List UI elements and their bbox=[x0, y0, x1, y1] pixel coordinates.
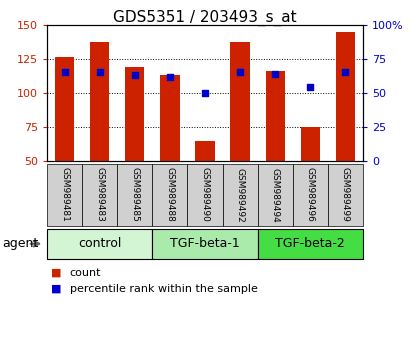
Text: control: control bbox=[78, 237, 121, 250]
Text: GSM989483: GSM989483 bbox=[95, 167, 104, 222]
Bar bbox=[230, 42, 249, 161]
Bar bbox=[222, 164, 257, 226]
Text: GDS5351 / 203493_s_at: GDS5351 / 203493_s_at bbox=[113, 10, 296, 26]
Bar bbox=[327, 164, 362, 226]
Text: GSM989490: GSM989490 bbox=[200, 167, 209, 222]
Bar bbox=[300, 127, 319, 161]
Bar bbox=[82, 164, 117, 226]
Bar bbox=[152, 164, 187, 226]
Point bbox=[341, 70, 348, 75]
Point bbox=[201, 90, 208, 96]
Text: GSM989499: GSM989499 bbox=[340, 167, 349, 222]
Bar bbox=[335, 32, 354, 161]
Bar bbox=[90, 42, 109, 161]
Text: GSM989485: GSM989485 bbox=[130, 167, 139, 222]
Text: percentile rank within the sample: percentile rank within the sample bbox=[70, 284, 257, 294]
Point bbox=[96, 70, 103, 75]
Bar bbox=[160, 75, 179, 161]
Bar bbox=[187, 164, 222, 226]
Text: TGF-beta-2: TGF-beta-2 bbox=[275, 237, 344, 250]
Text: ■: ■ bbox=[51, 268, 62, 278]
Bar bbox=[152, 229, 257, 259]
Bar bbox=[257, 229, 362, 259]
Bar bbox=[47, 229, 152, 259]
Bar bbox=[125, 67, 144, 161]
Text: ■: ■ bbox=[51, 284, 62, 294]
Bar bbox=[292, 164, 327, 226]
Text: count: count bbox=[70, 268, 101, 278]
Text: agent: agent bbox=[2, 237, 38, 250]
Text: GSM989496: GSM989496 bbox=[305, 167, 314, 222]
Bar bbox=[265, 71, 284, 161]
Bar bbox=[117, 164, 152, 226]
Text: TGF-beta-1: TGF-beta-1 bbox=[170, 237, 239, 250]
Text: GSM989488: GSM989488 bbox=[165, 167, 174, 222]
Point bbox=[61, 70, 68, 75]
Bar bbox=[257, 164, 292, 226]
Text: GSM989494: GSM989494 bbox=[270, 167, 279, 222]
Point bbox=[306, 85, 313, 90]
Bar bbox=[195, 141, 214, 161]
Point bbox=[166, 74, 173, 79]
Point bbox=[236, 70, 243, 75]
Point bbox=[131, 72, 138, 78]
Text: GSM989492: GSM989492 bbox=[235, 167, 244, 222]
Bar bbox=[55, 57, 74, 161]
Bar bbox=[47, 164, 82, 226]
Text: GSM989481: GSM989481 bbox=[60, 167, 69, 222]
Point bbox=[271, 71, 278, 77]
